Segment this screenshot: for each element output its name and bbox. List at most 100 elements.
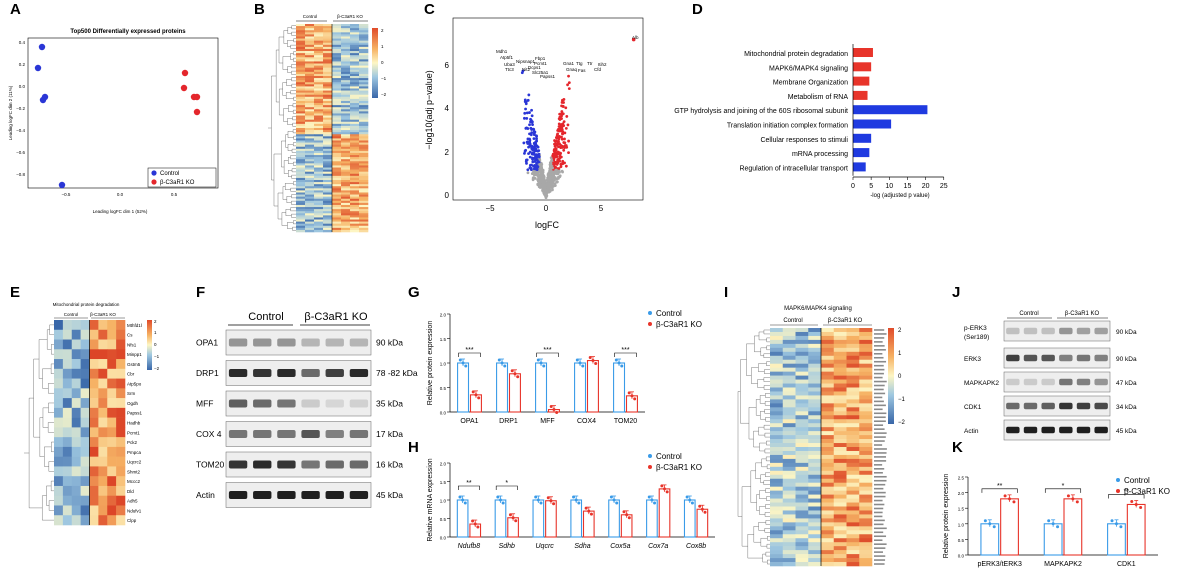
blot-band	[253, 430, 272, 438]
legend-label: Control	[656, 309, 682, 318]
svg-text:−0.8: −0.8	[16, 172, 25, 177]
data-point	[627, 391, 631, 395]
blot-label: OPA1	[196, 338, 218, 348]
significance-label: **	[466, 480, 472, 487]
panel-i-gene-label-mark	[874, 547, 886, 549]
volcano-point	[532, 152, 536, 156]
svg-text:Ttg: Ttg	[576, 61, 583, 66]
panel-i-title: MAPK6/MAPK4 signaling	[784, 306, 852, 312]
data-point	[476, 525, 480, 529]
blot-label: p-ERK3	[964, 325, 987, 332]
data-point	[1056, 525, 1060, 529]
panel-d-bar	[853, 76, 870, 86]
legend-label: Control	[656, 452, 682, 461]
svg-text:−0.2: −0.2	[16, 106, 25, 111]
category-label: Cox7a	[648, 543, 668, 550]
blot-label: MFF	[196, 399, 213, 409]
blot-band	[253, 491, 272, 499]
data-point	[1066, 494, 1070, 498]
panel-i-gene-label-mark	[874, 372, 884, 375]
blot-band	[1023, 426, 1038, 434]
panel-i-gene-label-mark	[874, 412, 887, 415]
panel-g-plot: 0.0 0.5 1.0 1.5 2.0 Relative protein expressi…	[427, 309, 702, 425]
panel-i-gene-label-mark	[874, 436, 886, 438]
blot-band	[277, 491, 296, 499]
svg-text:Papss1: Papss1	[540, 74, 556, 79]
volcano-point	[562, 148, 566, 152]
panel-i-gene-label-mark	[874, 345, 885, 347]
blot-kda: 90 kDa	[376, 338, 403, 348]
volcano-point	[557, 177, 560, 180]
panel-label-d: D	[692, 1, 703, 18]
panel-e-gene-label: Papss1	[127, 411, 143, 416]
panel-a-xlabel: Leading logFC dim 1 (52%)	[93, 209, 148, 214]
data-point	[1075, 500, 1079, 504]
data-point	[594, 362, 598, 366]
panel-b-dendrogram	[268, 25, 296, 231]
panel-i-gene-label-mark	[874, 559, 886, 561]
significance-label: ***	[465, 347, 473, 354]
blot-band	[253, 399, 272, 408]
panel-i-gene-label-mark	[874, 352, 883, 355]
data-point	[497, 358, 501, 362]
blot-kda: 17 kDa	[376, 429, 403, 439]
volcano-point	[527, 145, 530, 149]
volcano-point	[537, 149, 541, 153]
panel-i-gene-label-mark	[874, 384, 885, 387]
panel-c-volcano-plot: 0 2 4 6 −5 0 5 logFC −log10(adj p−value)…	[424, 17, 644, 230]
panel-e-title: Mitochondrial protein degradation	[53, 302, 120, 307]
y-tick-label: 0.0	[440, 411, 447, 416]
legend-marker	[648, 454, 652, 458]
y-tick-label: 1.5	[440, 480, 447, 485]
volcano-point	[549, 161, 553, 165]
panel-label-e: E	[10, 284, 20, 301]
blot-band	[301, 430, 320, 438]
volcano-point	[552, 162, 556, 166]
bar-ko	[1126, 503, 1146, 556]
volcano-point	[560, 112, 563, 116]
volcano-point	[535, 137, 538, 141]
blot-kda: 35 kDa	[376, 399, 403, 409]
svg-text:Gnaq: Gnaq	[566, 67, 578, 72]
panel-i-gene-label-mark	[874, 388, 884, 391]
svg-text:2: 2	[445, 148, 450, 157]
data-point	[552, 502, 556, 506]
panel-d-xlabel: -log (adjusted p value)	[870, 193, 929, 199]
panel-a-y-ticks: 0.4 0.2 0.0 −0.2 −0.4 −0.6 −0.8	[16, 40, 25, 177]
blot-band	[228, 338, 248, 347]
volcano-point	[525, 111, 529, 115]
svg-text:1: 1	[154, 330, 157, 335]
volcano-point	[558, 174, 562, 178]
panel-i-gene-label-mark	[874, 424, 884, 426]
volcano-point	[539, 170, 543, 174]
volcano-point	[528, 166, 532, 170]
y-axis-label: Relative protein expression	[427, 321, 434, 406]
volcano-point	[523, 100, 527, 104]
svg-text:−0.4: −0.4	[16, 128, 25, 133]
volcano-point	[566, 123, 570, 127]
blot-band	[1059, 402, 1073, 410]
blot-band	[228, 369, 248, 377]
data-point	[589, 512, 593, 516]
panel-c-xlabel: logFC	[535, 220, 560, 230]
category-label: Cox5a	[610, 543, 630, 550]
data-point	[555, 411, 559, 415]
blot-band	[1041, 354, 1055, 362]
volcano-point	[546, 182, 550, 185]
panel-labels: A B C D E F G H I J K	[10, 1, 963, 456]
legend-ko-marker	[151, 179, 157, 185]
panel-b-heatmap: Control β-C3aR1 KO 2 1 0 −1 −2	[268, 14, 387, 233]
panel-i-gene-label-mark	[874, 404, 886, 407]
volcano-point	[548, 177, 552, 180]
significance-bracket	[981, 488, 1018, 493]
panel-i-gene-label-mark	[874, 519, 885, 522]
blot-membrane	[1003, 395, 1111, 417]
panel-d-tick-label: 0	[851, 183, 855, 190]
panel-d-tick-label: 10	[885, 183, 893, 190]
volcano-point	[550, 186, 554, 190]
blot-band	[228, 460, 248, 469]
volcano-point	[556, 160, 559, 164]
svg-text:Pcmt1: Pcmt1	[534, 61, 547, 66]
y-tick-label: 0.5	[958, 538, 965, 543]
panel-i-gene-label-mark	[874, 444, 883, 446]
